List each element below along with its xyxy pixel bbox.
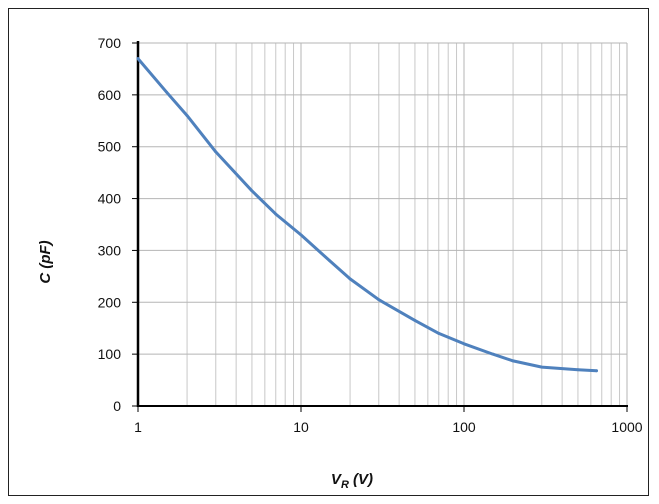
data-point <box>576 368 580 372</box>
data-point <box>348 277 352 281</box>
grid-lines <box>137 42 628 407</box>
data-point <box>214 150 218 154</box>
data-point <box>491 352 495 356</box>
x-axis-title-main: V <box>331 471 343 488</box>
x-axis-title-unit: (V) <box>349 471 373 488</box>
data-point <box>274 212 278 216</box>
data-point <box>328 259 332 263</box>
data-point <box>250 189 254 193</box>
y-tick-label: 100 <box>98 346 122 362</box>
data-point <box>540 365 544 369</box>
x-axis-title-subscript: R <box>341 479 349 491</box>
y-axis-title: C (pF) <box>37 240 54 283</box>
series-line <box>136 57 598 373</box>
data-point <box>413 319 417 322</box>
x-axis-title: VR (V) <box>331 471 373 491</box>
data-point <box>595 369 598 373</box>
data-point <box>185 114 189 117</box>
y-tick-label: 300 <box>98 242 122 258</box>
y-tick-labels: 0 100 200 300 400 500 600 700 <box>98 35 138 414</box>
x-tick-label: 100 <box>452 419 476 435</box>
data-point <box>437 332 441 335</box>
axes <box>136 41 628 407</box>
y-tick-label: 700 <box>98 35 122 51</box>
data-point <box>511 359 515 363</box>
y-tick-label: 500 <box>98 139 122 155</box>
data-point <box>165 90 169 94</box>
data-point <box>136 57 140 60</box>
y-tick-label: 600 <box>98 87 122 103</box>
x-tick-label: 1000 <box>611 419 642 435</box>
data-point <box>462 342 466 346</box>
y-tick-label: 200 <box>98 294 122 310</box>
x-tick-label: 10 <box>293 419 309 435</box>
y-tick-label: 400 <box>98 191 122 207</box>
data-point <box>377 298 381 302</box>
series-group <box>136 57 598 373</box>
y-tick-label: 0 <box>113 398 121 414</box>
data-point <box>299 233 303 237</box>
x-tick-label: 1 <box>134 419 142 435</box>
x-tick-labels: 1 10 100 1000 <box>134 406 643 435</box>
